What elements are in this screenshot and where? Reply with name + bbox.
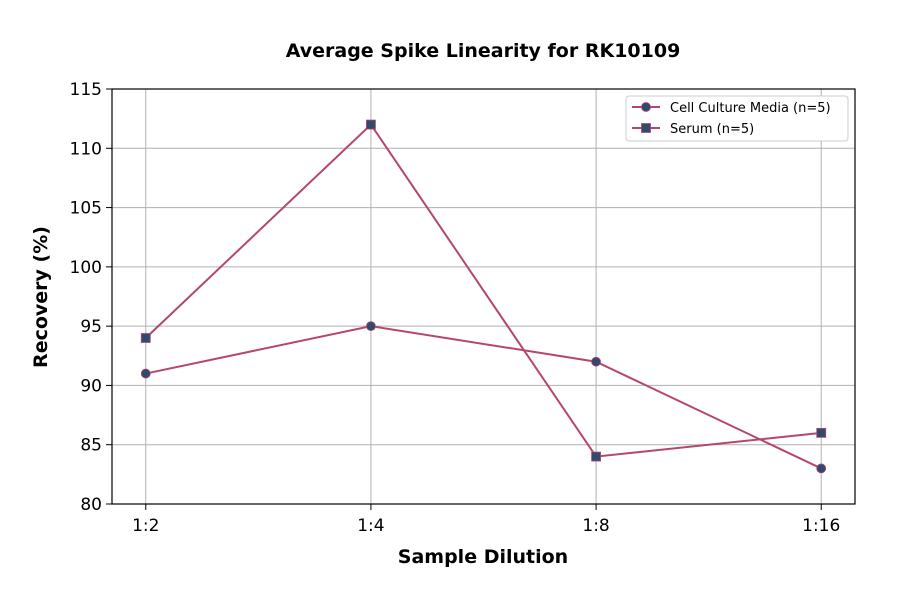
x-axis-label: Sample Dilution [398,546,568,568]
data-point [591,356,601,367]
chart-title: Average Spike Linearity for RK10109 [286,40,681,62]
legend: Cell Culture Media (n=5) Serum (n=5) [625,95,849,142]
y-axis-label: Recovery (%) [30,226,52,368]
legend-marker [641,102,651,112]
y-tick-label: 105 [70,199,102,219]
y-tick-label: 85 [80,436,102,456]
y-tick-label: 100 [70,258,102,278]
data-point [140,368,151,379]
y-tick-label: 115 [70,80,102,100]
y-tick-label: 95 [80,317,102,337]
x-tick-label: 1:4 [357,516,384,536]
data-point [591,451,601,462]
x-tick-label: 1:8 [582,516,609,536]
x-tick-label: 1:16 [802,516,840,536]
y-tick-label: 110 [70,139,102,159]
data-point [366,119,376,130]
y-tick-label: 90 [80,376,102,396]
legend-label: Serum (n=5) [670,122,754,137]
plot-frame [111,88,856,505]
data-point [140,333,151,343]
legend-label: Cell Culture Media (n=5) [670,101,831,116]
data-point [366,321,376,332]
x-tick-label: 1:2 [132,516,159,536]
data-point [816,427,827,438]
legend-marker [641,123,651,133]
legend-box [625,95,849,142]
y-tick-label: 80 [80,495,102,515]
data-point [816,463,827,474]
series-line-1 [145,123,822,458]
series-line-0 [145,325,822,470]
